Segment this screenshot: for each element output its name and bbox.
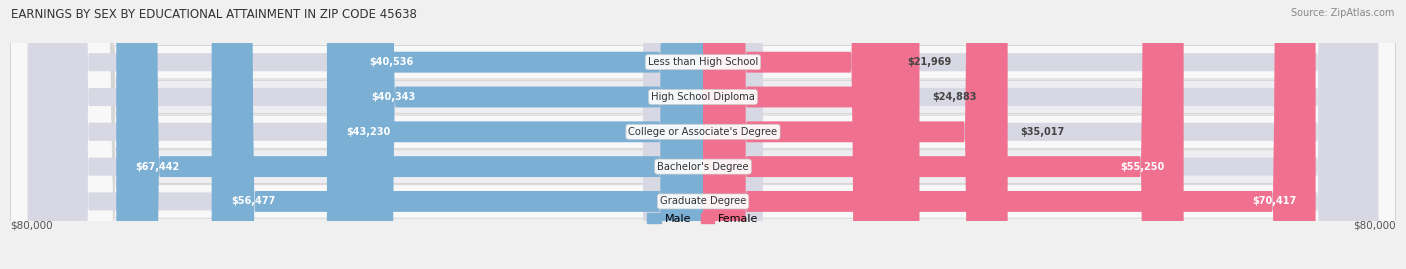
Text: $21,969: $21,969 (907, 57, 952, 67)
Text: $35,017: $35,017 (1021, 127, 1064, 137)
FancyBboxPatch shape (28, 0, 703, 269)
Text: High School Diploma: High School Diploma (651, 92, 755, 102)
Text: Bachelor's Degree: Bachelor's Degree (657, 162, 749, 172)
Text: $67,442: $67,442 (135, 162, 180, 172)
FancyBboxPatch shape (28, 0, 703, 269)
FancyBboxPatch shape (28, 0, 703, 269)
FancyBboxPatch shape (212, 0, 703, 269)
Text: EARNINGS BY SEX BY EDUCATIONAL ATTAINMENT IN ZIP CODE 45638: EARNINGS BY SEX BY EDUCATIONAL ATTAINMEN… (11, 8, 418, 21)
Text: $80,000: $80,000 (1353, 221, 1396, 231)
Text: College or Associate's Degree: College or Associate's Degree (628, 127, 778, 137)
Text: $40,536: $40,536 (370, 57, 413, 67)
FancyBboxPatch shape (703, 0, 1184, 269)
FancyBboxPatch shape (328, 0, 703, 269)
Text: $80,000: $80,000 (10, 221, 53, 231)
FancyBboxPatch shape (703, 0, 1378, 269)
FancyBboxPatch shape (703, 0, 1008, 269)
Text: $56,477: $56,477 (231, 196, 276, 206)
Text: Source: ZipAtlas.com: Source: ZipAtlas.com (1291, 8, 1395, 18)
Text: $70,417: $70,417 (1253, 196, 1296, 206)
FancyBboxPatch shape (703, 0, 894, 269)
FancyBboxPatch shape (703, 0, 1378, 269)
Text: $55,250: $55,250 (1121, 162, 1164, 172)
FancyBboxPatch shape (10, 0, 1396, 269)
FancyBboxPatch shape (10, 0, 1396, 269)
FancyBboxPatch shape (703, 0, 920, 269)
Text: Graduate Degree: Graduate Degree (659, 196, 747, 206)
FancyBboxPatch shape (350, 0, 703, 269)
Text: Less than High School: Less than High School (648, 57, 758, 67)
FancyBboxPatch shape (703, 0, 1316, 269)
FancyBboxPatch shape (10, 0, 1396, 269)
FancyBboxPatch shape (28, 0, 703, 269)
FancyBboxPatch shape (703, 0, 1378, 269)
Legend: Male, Female: Male, Female (647, 214, 759, 224)
FancyBboxPatch shape (703, 0, 1378, 269)
FancyBboxPatch shape (117, 0, 703, 269)
Text: $24,883: $24,883 (932, 92, 977, 102)
FancyBboxPatch shape (10, 0, 1396, 269)
Text: $43,230: $43,230 (346, 127, 391, 137)
Text: $40,343: $40,343 (371, 92, 415, 102)
FancyBboxPatch shape (10, 0, 1396, 269)
FancyBboxPatch shape (28, 0, 703, 269)
FancyBboxPatch shape (703, 0, 1378, 269)
FancyBboxPatch shape (352, 0, 703, 269)
